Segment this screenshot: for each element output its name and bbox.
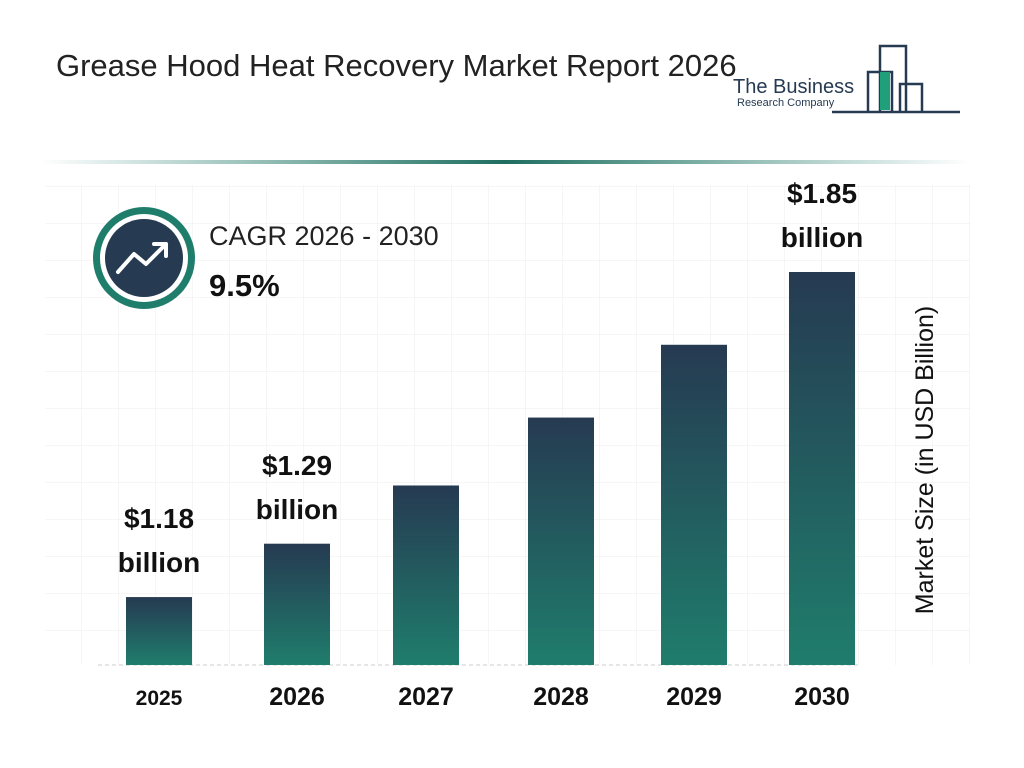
logo: The Business Research Company [733, 44, 960, 114]
cagr-badge: CAGR 2026 - 2030 9.5% [93, 207, 439, 309]
cagr-label: CAGR 2026 - 2030 [209, 221, 439, 251]
bar [126, 597, 192, 665]
divider [40, 160, 970, 164]
value-label: $1.29 billion [255, 449, 339, 525]
x-tick-label: 2030 [794, 683, 850, 711]
logo-line2: Research Company [737, 97, 835, 109]
bar [789, 272, 855, 665]
bar [661, 344, 727, 665]
value-label: $1.85 billion [780, 178, 864, 253]
x-tick-label: 2029 [666, 683, 722, 711]
x-tick-label: 2028 [533, 683, 589, 711]
title-text: Grease Hood Heat Recovery Market Report … [56, 48, 737, 83]
bar [264, 543, 330, 665]
logo-line1: The Business [733, 76, 854, 98]
bar [528, 417, 594, 665]
value-label: $1.18 billion [117, 503, 201, 579]
x-tick-label: 2027 [398, 683, 454, 711]
cagr-value: 9.5% [209, 268, 280, 303]
chart-title: Grease Hood Heat Recovery Market Report … [56, 48, 737, 83]
bar [393, 485, 459, 665]
x-tick-label: 2025 [136, 687, 183, 710]
y-axis-label: Market Size (in USD Billion) [911, 306, 939, 614]
x-tick-label: 2026 [269, 683, 325, 711]
